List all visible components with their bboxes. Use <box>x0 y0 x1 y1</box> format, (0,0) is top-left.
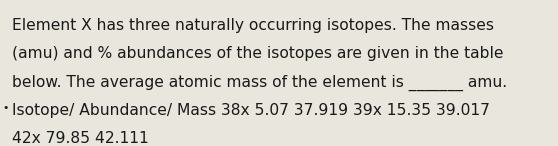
Text: 42x 79.85 42.111: 42x 79.85 42.111 <box>12 131 149 146</box>
Text: below. The average atomic mass of the element is _______ amu.: below. The average atomic mass of the el… <box>12 74 507 91</box>
Text: (amu) and % abundances of the isotopes are given in the table: (amu) and % abundances of the isotopes a… <box>12 46 504 61</box>
Text: Element X has three naturally occurring isotopes. The masses: Element X has three naturally occurring … <box>12 18 494 33</box>
Text: Isotope/ Abundance/ Mass 38x 5.07 37.919 39x 15.35 39.017: Isotope/ Abundance/ Mass 38x 5.07 37.919… <box>12 103 490 118</box>
Text: •: • <box>2 103 8 113</box>
